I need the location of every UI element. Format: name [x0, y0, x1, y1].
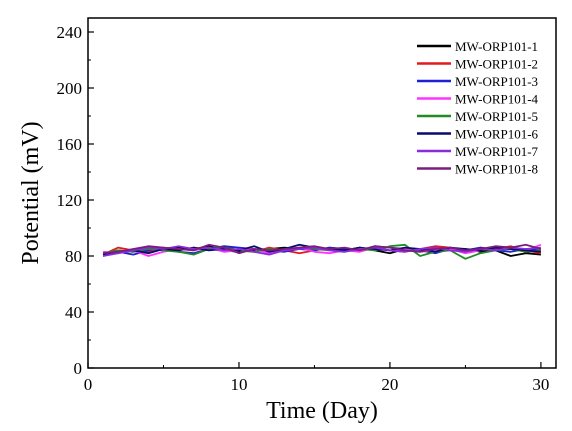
- axis-ticks: 0 10 20 30 0 40 80 120 160 200 240: [57, 23, 550, 394]
- series-line-7: [102, 245, 541, 257]
- legend-entry: MW-ORP101-2: [455, 57, 538, 72]
- series-lines: [102, 243, 542, 260]
- y-tick-label: 120: [57, 191, 83, 210]
- y-tick-label: 200: [57, 79, 83, 98]
- legend-entry: MW-ORP101-8: [455, 162, 538, 177]
- legend-entry: MW-ORP101-4: [455, 92, 539, 107]
- y-axis-label: Potential (mV): [18, 121, 44, 264]
- legend-entry: MW-ORP101-6: [455, 127, 539, 142]
- y-tick-label: 80: [65, 247, 82, 266]
- legend-entry: MW-ORP101-3: [455, 74, 538, 89]
- plot-frame: [87, 17, 557, 369]
- x-tick-label: 10: [230, 375, 247, 394]
- x-tick-label: 30: [532, 375, 549, 394]
- y-tick-label: 160: [57, 135, 83, 154]
- legend: MW-ORP101-1 MW-ORP101-2 MW-ORP101-3 MW-ORP1…: [417, 39, 539, 177]
- legend-entry: MW-ORP101-7: [455, 144, 539, 159]
- x-tick-label: 0: [84, 375, 93, 394]
- legend-entry: MW-ORP101-1: [455, 39, 538, 54]
- legend-entry: MW-ORP101-5: [455, 109, 538, 124]
- y-tick-label: 40: [65, 303, 82, 322]
- series-line-8: [103, 243, 542, 255]
- y-tick-label: 240: [57, 23, 83, 42]
- y-tick-label: 0: [74, 359, 83, 378]
- x-axis-label: Time (Day): [266, 398, 378, 424]
- x-tick-label: 20: [381, 375, 398, 394]
